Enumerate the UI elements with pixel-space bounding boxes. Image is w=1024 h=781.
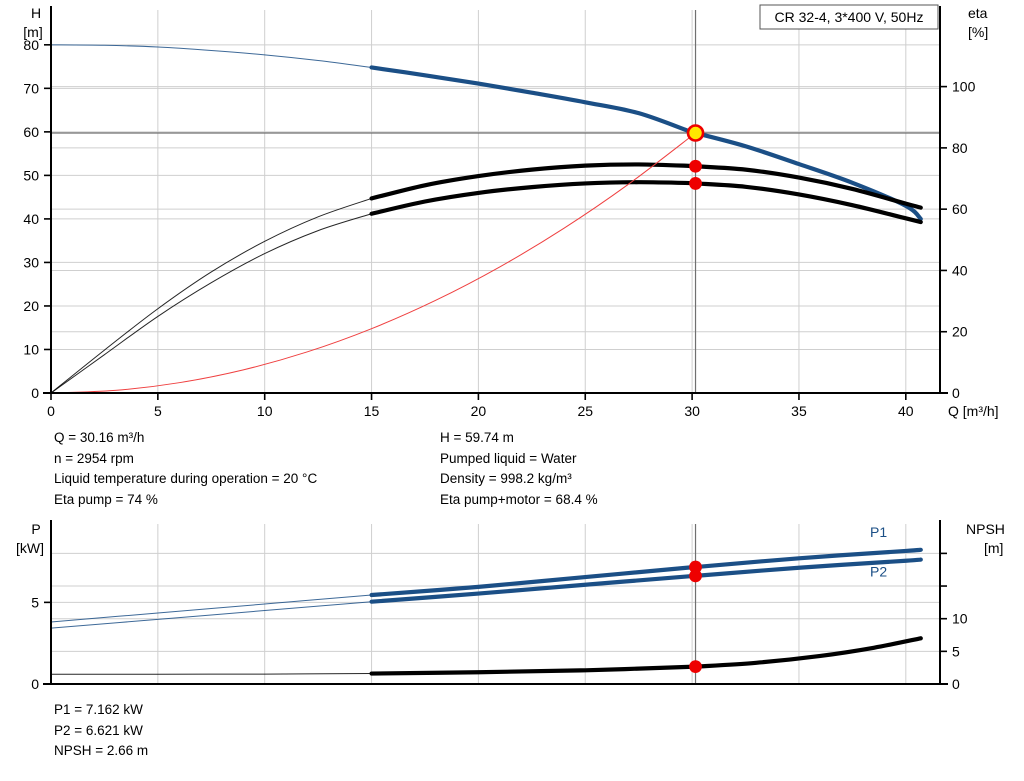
y-tick-label-right: 0 [952,385,960,401]
duty-info-line-liquid-temperature: Liquid temperature during operation = 20… [54,471,318,486]
y-tick-label-right: 20 [952,324,968,340]
y-tick-label-right: 5 [952,643,960,659]
duty-info-right: H = 59.74 m Pumped liquid = Water Densit… [440,428,598,510]
duty-info-line-density: Density = 998.2 kg/m³ [440,471,572,486]
y-axis-left-title: H [31,5,41,21]
y-tick-label-left: 80 [23,37,39,53]
eta-pump-point [689,159,702,173]
x-tick-label: 10 [257,403,273,419]
y-tick-label-right: 0 [952,676,960,692]
power-info-line-npsh: NPSH = 2.66 m [54,743,149,758]
duty-point [686,124,705,142]
y-tick-label-left: 5 [31,594,39,610]
curve-p1 [369,547,923,598]
y-tick-label-right: 40 [952,262,968,278]
eta-pump-motor-point [689,177,702,190]
duty-info-line-eta-pump-motor: Eta pump+motor = 68.4 % [440,491,598,507]
x-tick-label: 5 [154,403,162,419]
curve-npsh [369,636,923,676]
y-axis-left-title: P [31,521,40,537]
y-tick-label-left: 50 [23,167,39,183]
p1-curve-label: P1 [870,524,887,540]
power-info-line-p2: P2 = 6.621 kW [54,722,143,738]
curve-eta-pump-thin [50,197,372,394]
x-axis-title: Q [m³/h] [948,403,999,419]
y-axis-right-title: eta [968,5,988,21]
y-axis-right-unit: [%] [968,24,988,40]
y-tick-label-right: 80 [952,140,968,156]
duty-info-line-eta-pump: Eta pump = 74 % [54,491,158,507]
y-tick-label-right: 100 [952,79,976,95]
x-tick-label: 15 [364,403,380,419]
duty-info-line-h: H = 59.74 m [440,430,514,445]
x-tick-label: 40 [898,403,914,419]
y-axis-right-unit: [m] [984,540,1003,556]
curve-system-curve [50,132,696,394]
y-tick-label-right: 10 [952,611,968,627]
y-axis-left-unit: [m] [23,24,42,40]
p1-point [689,560,702,574]
y-tick-label-left: 30 [23,254,39,270]
duty-info-left: Q = 30.16 m³/h n = 2954 rpm Liquid tempe… [54,428,317,510]
y-tick-label-left: 10 [23,341,39,357]
p2-curve-label: P2 [870,564,887,580]
x-tick-label: 20 [471,403,487,419]
curve-p1-thin [50,594,372,623]
curve-eta-pump-motor [369,180,923,225]
duty-info-line-n: n = 2954 rpm [54,450,134,466]
x-tick-label: 25 [577,403,593,419]
title-box-label: CR 32-4, 3*400 V, 50Hz [775,9,924,25]
duty-info-line-q: Q = 30.16 m³/h [54,430,145,445]
curve-p2-thin [50,601,372,629]
x-tick-label: 35 [791,403,807,419]
y-tick-label-left: 0 [31,676,39,692]
title-box [759,4,939,30]
y-axis-right-title: NPSH [966,521,1005,537]
npsh-point [689,660,702,674]
y-axis-left-unit: [kW] [16,540,44,556]
y-tick-label-left: 70 [23,80,39,96]
x-tick-label: 0 [47,403,55,419]
y-tick-label-left: 60 [23,124,39,140]
head-efficiency-chart: 0 10 20 30 40 50 60 70 80 0 20 40 60 80 100 0 5 10 15 20 25 3… [23,4,999,419]
x-tick-label: 30 [684,403,700,419]
y-tick-label-left: 40 [23,211,39,227]
power-info: P1 = 7.162 kW P2 = 6.621 kW NPSH = 2.66 … [54,700,148,762]
y-tick-label-left: 20 [23,298,39,314]
curve-eta-pump-motor-thin [50,213,372,394]
curve-p2 [369,557,923,604]
curve-h-head-thin [50,44,372,68]
curve-npsh-thin [50,673,372,675]
power-info-line-p1: P1 = 7.162 kW [54,702,143,717]
p2-point [689,569,702,583]
duty-info-line-pumped-liquid: Pumped liquid = Water [440,450,577,466]
y-tick-label-right: 60 [952,201,968,217]
power-npsh-chart: 0 5 0 5 10 P1 P2 P [kW] NPSH [m] [16,520,1005,692]
y-tick-label-left: 0 [31,385,39,401]
